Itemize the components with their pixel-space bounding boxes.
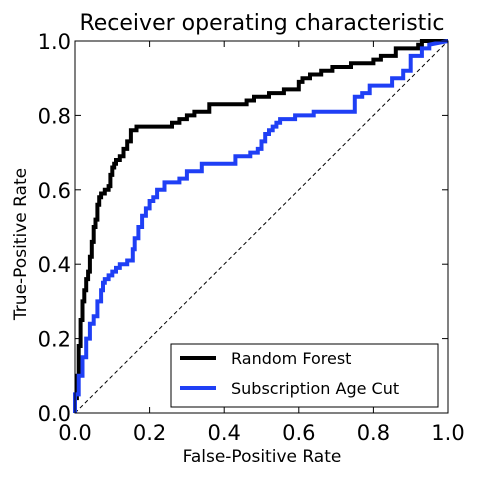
series-line-subscription-age-cut (73, 39, 449, 413)
legend: Random Forest Subscription Age Cut (170, 343, 439, 408)
x-tick-label: 0.0 (58, 421, 91, 445)
diagonal-reference-line (74, 40, 449, 414)
series-line-random-forest (73, 39, 448, 413)
y-tick-label: 1.0 (38, 30, 71, 54)
x-tick-label: 0.4 (207, 421, 240, 445)
y-tick-label: 0.8 (38, 104, 71, 128)
legend-label-subscription-age-cut: Subscription Age Cut (231, 379, 399, 398)
y-axis-label: True-Positive Rate (11, 168, 31, 321)
y-tick-label: 0.2 (38, 328, 71, 352)
x-tick-label: 1.0 (431, 421, 464, 445)
axes-frame (74, 40, 449, 414)
x-tick-label: 0.8 (357, 421, 390, 445)
y-tick-label: 0.0 (38, 402, 71, 426)
series-group (73, 39, 449, 413)
chart-title: Receiver operating characteristic (79, 11, 444, 36)
x-tick-label: 0.2 (133, 421, 166, 445)
y-tick-label: 0.6 (38, 179, 71, 203)
tick-group: 0.0 0.2 0.4 0.6 0.8 1.0 0.0 0.2 0.4 0.6 0.8 1.0 (38, 30, 465, 445)
legend-label-random-forest: Random Forest (231, 349, 351, 368)
x-axis-label: False-Positive Rate (183, 447, 342, 467)
x-tick-label: 0.6 (282, 421, 315, 445)
legend-box (170, 343, 439, 408)
plot-area (74, 40, 449, 414)
y-tick-label: 0.4 (38, 253, 71, 277)
